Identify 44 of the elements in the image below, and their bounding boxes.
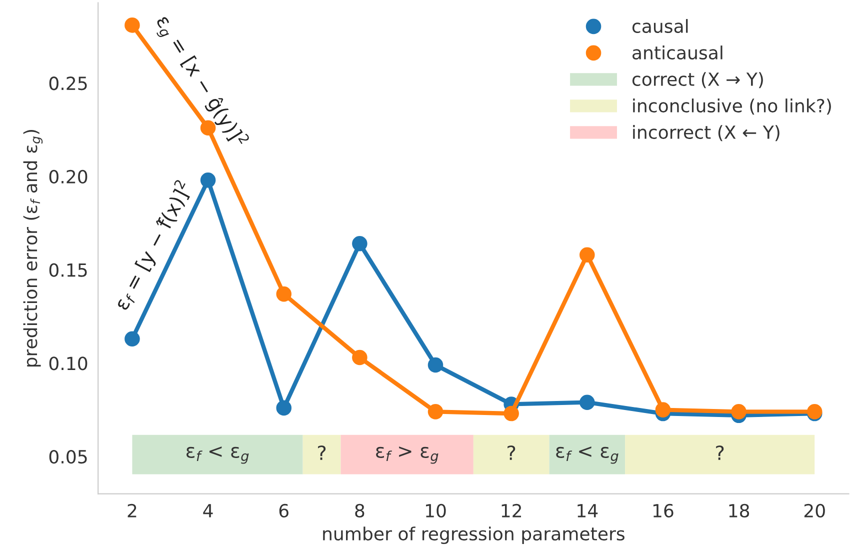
x-tick-label: 10 xyxy=(426,504,446,518)
legend-label: incorrect (X ← Y) xyxy=(633,125,780,142)
point xyxy=(655,402,671,418)
x-tick-label: 4 xyxy=(203,504,213,518)
x-tick-label: 6 xyxy=(279,504,288,518)
point xyxy=(124,18,140,33)
legend-label: anticausal xyxy=(632,46,722,60)
x-tick-label: 2 xyxy=(128,504,136,518)
legend-label: correct (X → Y) xyxy=(632,72,763,88)
point xyxy=(428,404,444,420)
annotation: ε$_{f}$ < ε$_{g}$ xyxy=(556,446,618,464)
y-tick-label: 0.15 xyxy=(49,263,87,277)
point xyxy=(276,286,292,302)
point xyxy=(428,357,444,373)
point xyxy=(276,400,292,416)
legend-label: causal xyxy=(632,19,688,34)
y-tick-label: 0.10 xyxy=(49,356,88,370)
y-axis-title: prediction error (ε$_{f}$ and ε$_{g}$) xyxy=(23,130,43,367)
y-tick-label: 0.05 xyxy=(49,450,87,464)
x-tick-label: 12 xyxy=(502,504,522,518)
y-tick-label: 0.25 xyxy=(49,76,87,90)
annotation: ? xyxy=(716,445,724,460)
point xyxy=(731,404,746,420)
point xyxy=(504,406,519,422)
annotation: ε$_{f}$ = [y − f̂(x)]$^{2}$ xyxy=(110,179,196,313)
point xyxy=(352,350,368,366)
x-axis-title: number of regression parameters xyxy=(323,526,624,544)
annotation: ? xyxy=(508,445,516,460)
legend-label: inconclusive (no link?) xyxy=(633,98,831,115)
annotation: ε$_{f}$ < ε$_{g}$ xyxy=(186,446,249,464)
point xyxy=(580,394,595,410)
annotation: ε$_{g}$ = [x − ĝ(y)]$^{2}$ xyxy=(151,12,250,152)
x-tick-label: 14 xyxy=(578,504,598,518)
annotation: ε$_{f}$ > ε$_{g}$ xyxy=(376,446,438,464)
point xyxy=(580,247,595,262)
x-tick-label: 16 xyxy=(653,504,674,518)
point xyxy=(352,236,368,252)
x-tick-label: 20 xyxy=(804,504,825,518)
point xyxy=(124,331,140,346)
annotation: ? xyxy=(318,445,326,460)
x-tick-label: 18 xyxy=(729,504,750,518)
y-tick-label: 0.20 xyxy=(49,170,88,184)
point xyxy=(200,172,216,188)
x-tick-label: 8 xyxy=(355,504,364,518)
